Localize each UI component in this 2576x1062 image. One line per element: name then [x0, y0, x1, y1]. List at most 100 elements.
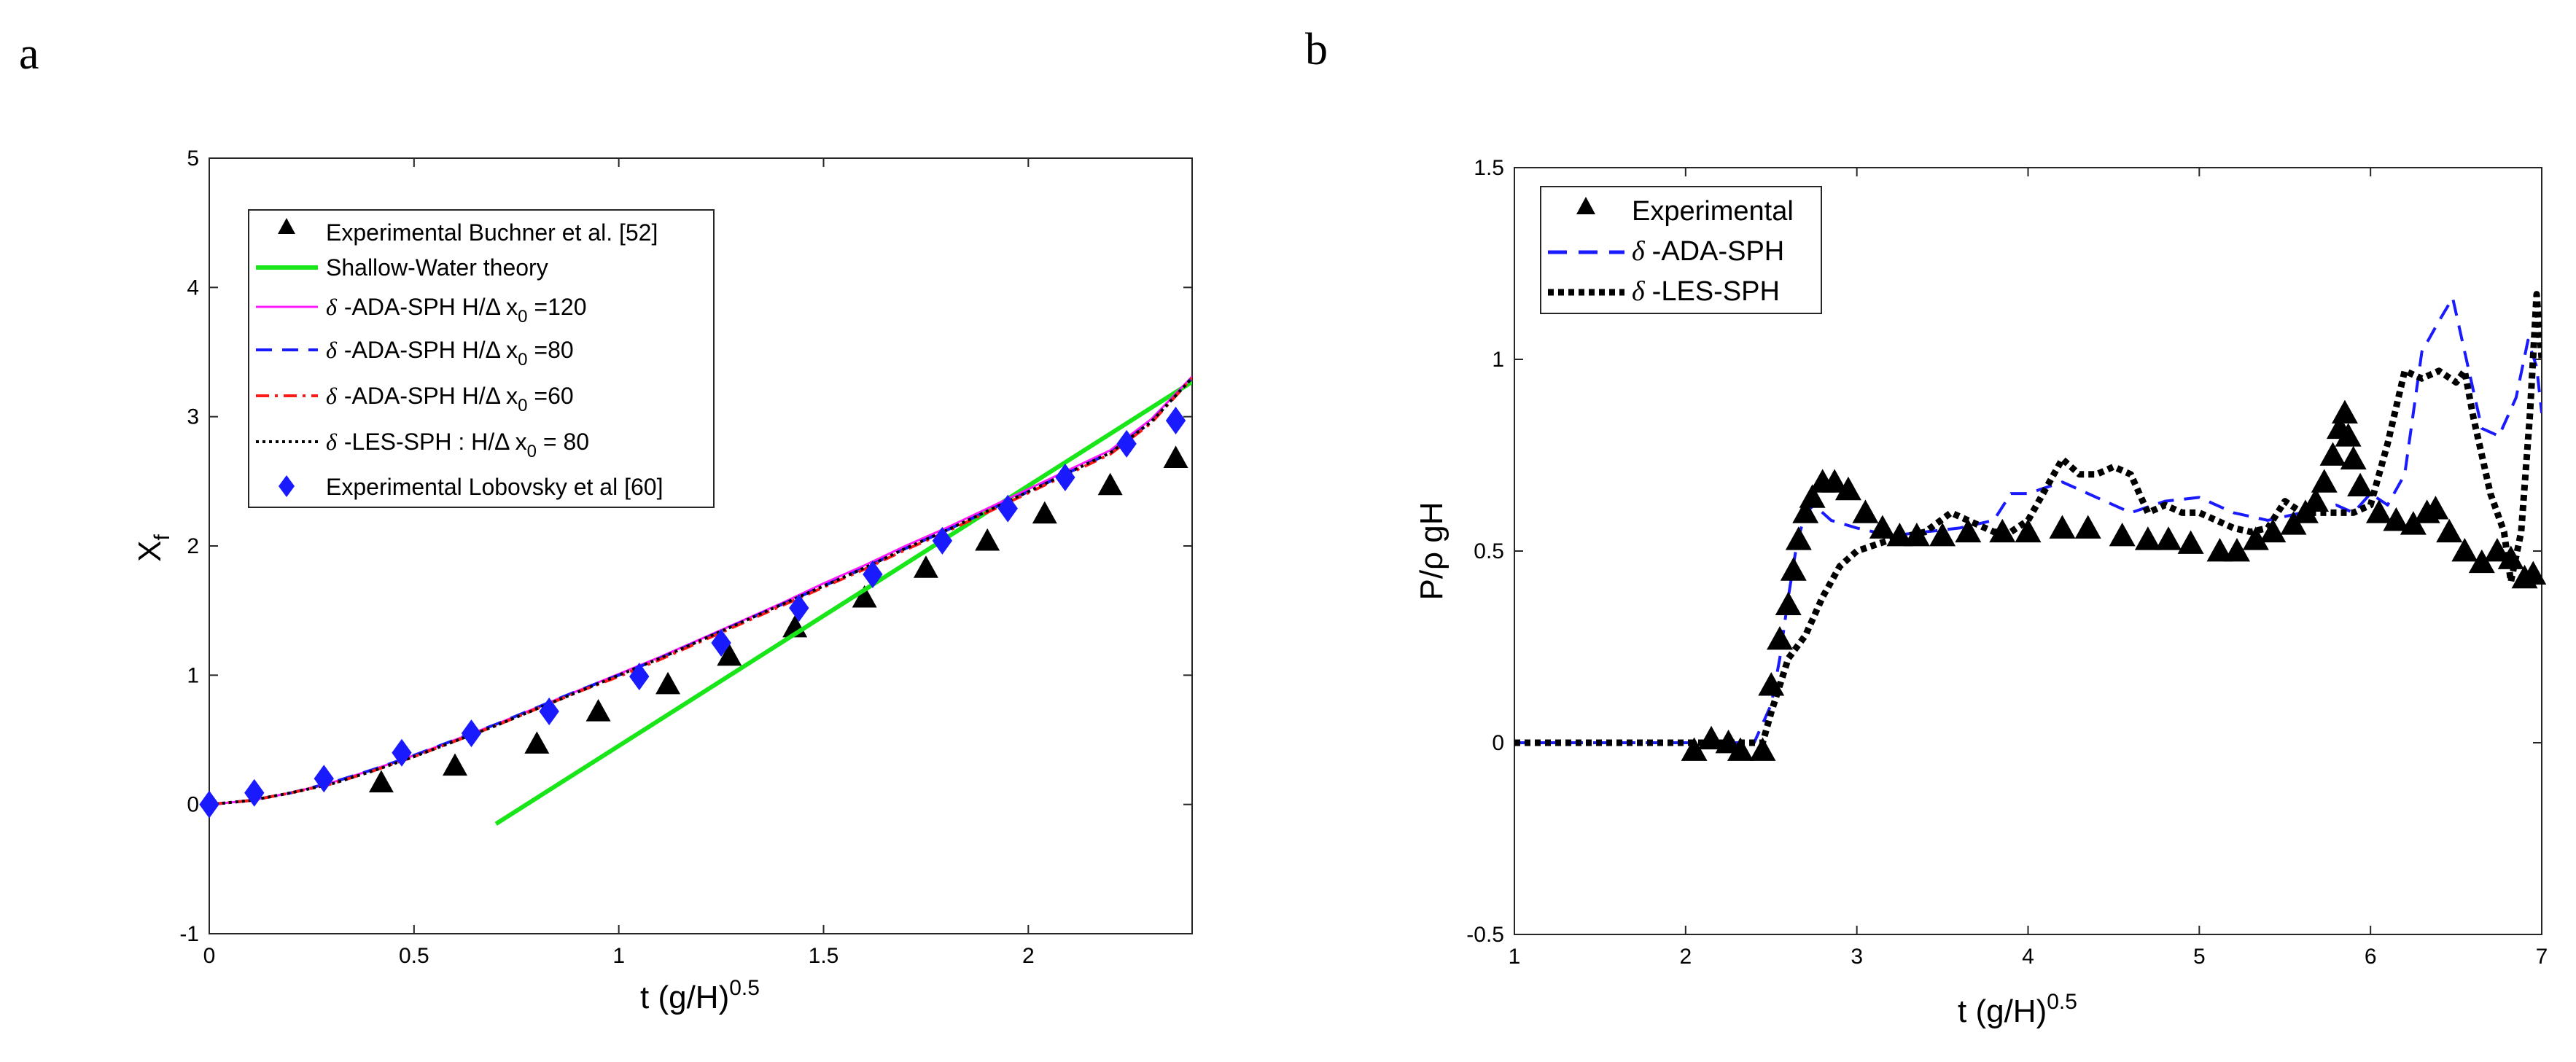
data-point-triangle — [1749, 737, 1776, 761]
legend-item: Experimental Lobovsky et al [60] — [279, 474, 663, 500]
data-point-triangle — [2340, 445, 2367, 470]
axis-ticks-b — [1514, 167, 2542, 935]
data-point-triangle — [2383, 507, 2410, 531]
legend-item: δ -ADA-SPH H/Δ x0 =120 — [256, 294, 587, 327]
data-point-triangle — [913, 555, 938, 578]
legend-label: δ -ADA-SPH H/Δ x0 =80 — [326, 337, 574, 370]
legend-label: δ -LES-SPH — [1632, 276, 1780, 307]
data-point-triangle — [1032, 501, 1057, 524]
data-point-diamond — [199, 790, 219, 819]
data-point-triangle — [2303, 488, 2330, 512]
data-point-triangle — [2422, 496, 2449, 520]
data-point-triangle — [2155, 526, 2182, 550]
y-tick-label: 1 — [187, 663, 199, 687]
x-tick-labels-b: 1 2 3 4 5 6 7 — [1509, 945, 2548, 969]
legend-label: δ -ADA-SPH H/Δ x0 =60 — [326, 383, 574, 415]
legend-item: Experimental — [1576, 196, 1794, 227]
data-point-triangle — [655, 671, 681, 695]
data-point-triangle — [1681, 737, 1708, 761]
data-point-triangle — [368, 770, 394, 793]
x-tick-labels-a: 0 0.5 1 1.5 2 — [203, 944, 1035, 968]
data-point-diamond — [1055, 464, 1075, 492]
data-point-diamond — [244, 778, 265, 807]
series-line-les-sph-h-x0-80 — [209, 377, 1192, 806]
data-point-triangle — [2436, 518, 2463, 543]
data-point-triangle — [1869, 515, 1896, 539]
data-point-diamond — [461, 719, 482, 748]
data-point-triangle — [1766, 625, 1793, 650]
data-point-diamond — [932, 526, 953, 555]
data-point-diamond — [789, 594, 809, 622]
series-experimental — [1681, 399, 2547, 761]
legend-item: δ -ADA-SPH H/Δ x0 =60 — [256, 383, 574, 415]
y-tick-label: 2 — [187, 534, 199, 558]
legend-a: Experimental Buchner et al. [52] Shallow… — [248, 209, 715, 508]
legend-label: δ -ADA-SPH H/Δ x0 =120 — [326, 294, 587, 327]
series-group-b — [1514, 291, 2547, 761]
data-point-triangle — [852, 585, 877, 608]
series-line-shallow-water-theory — [494, 380, 1192, 826]
x-tick-label: 0.5 — [399, 944, 429, 968]
chart-b: 1 2 3 4 5 6 7 -0.5 0 0.5 1 1.5 t (g/H)0.… — [1414, 156, 2548, 1029]
data-point-triangle — [2483, 538, 2510, 562]
legend-item: δ -LES-SPH — [1548, 276, 1780, 307]
y-tick-label: -0.5 — [1466, 923, 1504, 947]
data-point-triangle — [2206, 538, 2233, 562]
legend-marker-diamond — [279, 475, 295, 497]
legend-label-prefix: δ — [326, 294, 338, 320]
x-tick-label: 2 — [1022, 944, 1035, 968]
data-point-triangle — [2015, 518, 2042, 543]
legend-label: Experimental Lobovsky et al [60] — [326, 474, 663, 500]
data-point-triangle — [1163, 445, 1188, 469]
y-tick-label: 1.5 — [1474, 156, 1504, 180]
data-point-triangle — [1799, 484, 1826, 508]
y-tick-labels-b: -0.5 0 0.5 1 1.5 — [1466, 156, 1504, 947]
data-point-diamond — [539, 697, 559, 725]
y-tick-label: 0 — [187, 793, 199, 817]
legend-item: Shallow-Water theory — [256, 254, 548, 281]
legend-label-prefix: δ — [326, 337, 338, 363]
y-tick-label: 0.5 — [1474, 539, 1504, 563]
x-tick-label: 1.5 — [809, 944, 839, 968]
data-point-triangle — [2177, 530, 2204, 554]
data-point-triangle — [2347, 472, 2374, 496]
data-point-triangle — [2468, 549, 2495, 574]
data-point-triangle — [2365, 499, 2392, 523]
data-point-triangle — [443, 753, 467, 776]
legend-b: Experimental δ -ADA-SPH δ -LES-SPH — [1540, 186, 1822, 314]
data-point-triangle — [1785, 526, 1812, 550]
y-tick-label: 5 — [187, 147, 199, 171]
x-tick-label: 1 — [612, 944, 625, 968]
x-axis-label-b: t (g/H)0.5 — [1958, 990, 2077, 1029]
data-point-diamond — [997, 494, 1018, 523]
x-tick-label: 3 — [1851, 945, 1863, 969]
chart-a: 0 0.5 1 1.5 2 -1 0 1 2 3 4 5 t (g/H)0.5 … — [132, 147, 1193, 1015]
legend-label-prefix: δ — [326, 429, 338, 455]
legend-item: δ -ADA-SPH — [1548, 236, 1784, 267]
data-point-triangle — [2109, 522, 2136, 547]
y-tick-label: 1 — [1492, 348, 1504, 372]
x-tick-label: 7 — [2536, 945, 2548, 969]
legend-label: Shallow-Water theory — [326, 254, 548, 281]
axis-ticks-a — [209, 157, 1192, 934]
y-tick-label: 4 — [187, 276, 199, 300]
panel-b-letter: b — [1305, 25, 1328, 74]
data-point-diamond — [1165, 406, 1186, 434]
data-point-diamond — [863, 561, 883, 589]
legend-label-text: -ADA-SPH — [1652, 236, 1785, 267]
legend-label: Experimental Buchner et al. [52] — [326, 219, 658, 246]
x-tick-label: 4 — [2022, 945, 2034, 969]
x-tick-label: 5 — [2193, 945, 2206, 969]
y-tick-label: 0 — [1492, 731, 1504, 755]
data-point-triangle — [717, 643, 742, 666]
legend-label: δ -LES-SPH : H/Δ x0 = 80 — [326, 429, 589, 461]
y-axis-label-a: Xf — [132, 534, 174, 561]
legend-item: Experimental Buchner et al. [52] — [278, 218, 658, 246]
data-point-triangle — [1852, 499, 1879, 523]
data-point-triangle — [2520, 561, 2547, 585]
legend-label-prefix: δ — [326, 383, 338, 409]
data-point-triangle — [2311, 469, 2338, 493]
data-point-triangle — [2400, 511, 2427, 535]
data-point-triangle — [1903, 522, 1930, 547]
data-point-triangle — [2331, 399, 2358, 424]
